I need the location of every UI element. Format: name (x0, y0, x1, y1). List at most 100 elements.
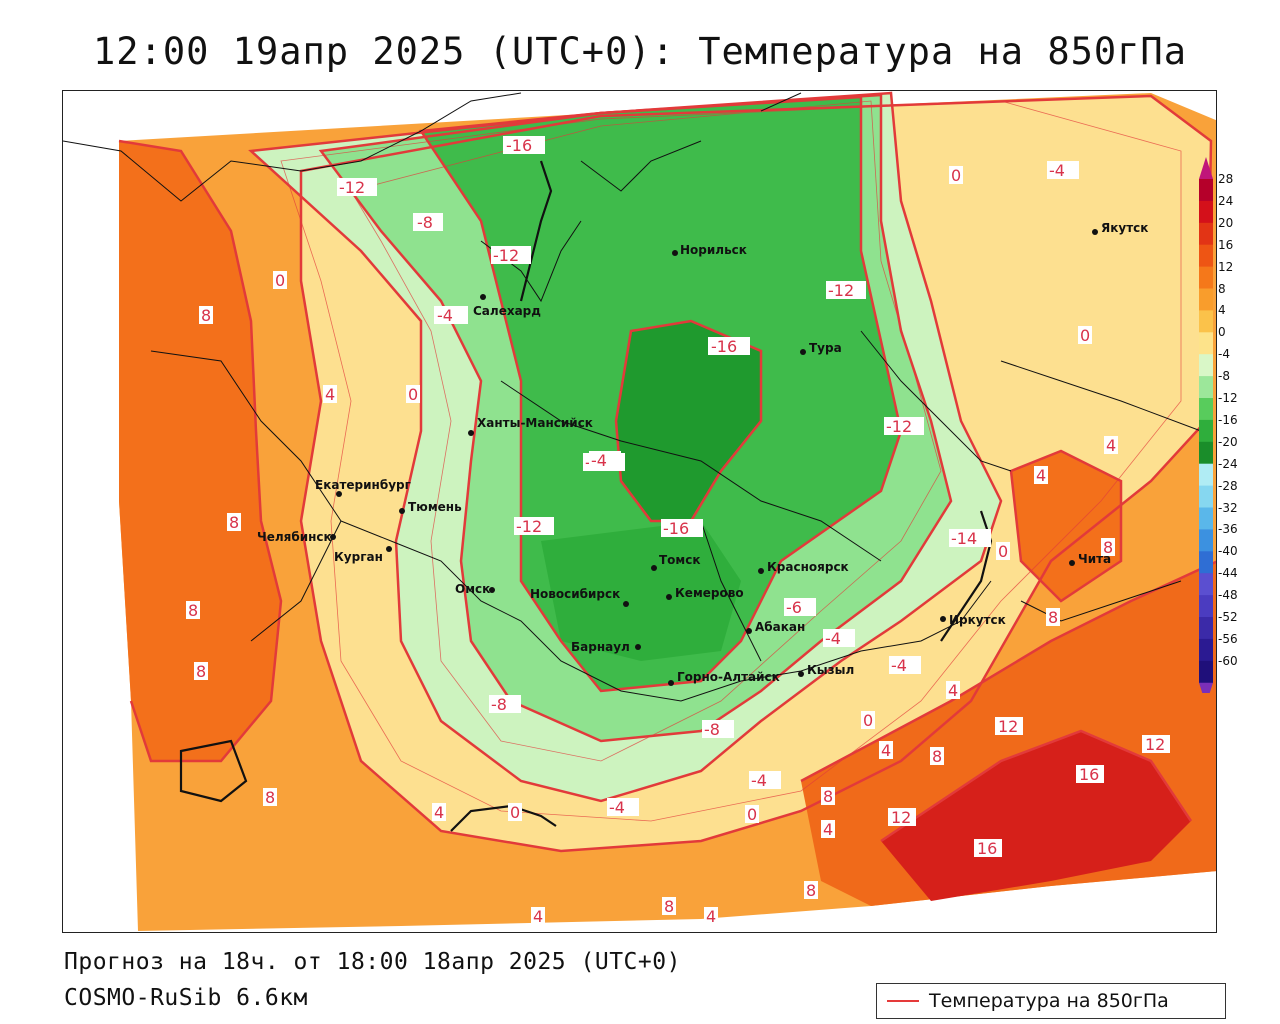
colorbar-tick-label: 16 (1218, 237, 1234, 252)
colorbar-swatch (1199, 376, 1213, 399)
isotherm-label: 4 (432, 803, 446, 822)
isotherm-label: -4 (607, 798, 639, 817)
isotherm-label: -14 (949, 529, 991, 548)
isotherm-label: 8 (662, 897, 676, 916)
colorbar-tick-label: -32 (1218, 500, 1238, 515)
svg-text:0: 0 (998, 542, 1008, 561)
isotherm-label: 0 (273, 271, 287, 290)
colorbar-tick-label: 8 (1218, 281, 1226, 296)
city-label-irkutsk: Иркутск (949, 613, 1006, 627)
city-label-tura: Тура (809, 341, 842, 355)
svg-text:4: 4 (823, 820, 833, 839)
colorbar-tick-label: -36 (1218, 522, 1238, 537)
isotherm-label: -4 (434, 306, 468, 325)
isotherm-label: -4 (1047, 161, 1079, 180)
model-info: COSMO-RuSib 6.6км (64, 985, 308, 1011)
isotherm-label: 16 (1076, 765, 1104, 784)
svg-text:-12: -12 (493, 246, 519, 265)
colorbar-swatch (1199, 485, 1213, 508)
isotherm-label: -12 (491, 246, 531, 265)
colorbar-swatch (1199, 266, 1213, 289)
svg-text:16: 16 (1079, 765, 1099, 784)
svg-text:4: 4 (948, 681, 958, 700)
colorbar-swatch (1199, 310, 1213, 333)
colorbar-tick-label: -52 (1218, 610, 1238, 624)
svg-text:-4: -4 (1049, 161, 1065, 180)
colorbar-top-arrow (1199, 157, 1213, 179)
city-label-tyumen: Тюмень (408, 500, 462, 514)
city-label-barnaul: Барнаул (571, 640, 630, 654)
isotherm-label: -12 (884, 417, 924, 436)
svg-text:8: 8 (932, 747, 942, 766)
isotherm-label: 8 (227, 513, 241, 532)
svg-text:-8: -8 (491, 695, 507, 714)
city-markers: Норильск Салехард Тура Якутск Ханты-Манс… (257, 221, 1148, 686)
temperature-map: Норильск Салехард Тура Якутск Ханты-Манс… (63, 91, 1216, 931)
isotherm-label: -16 (708, 337, 750, 356)
svg-text:16: 16 (977, 839, 997, 858)
svg-text:-16: -16 (506, 136, 532, 155)
svg-text:-16: -16 (663, 519, 689, 538)
isotherm-label: 4 (821, 820, 835, 839)
colorbar-tick-label: -56 (1218, 631, 1238, 646)
svg-text:8: 8 (196, 662, 206, 681)
city-label-tomsk: Томск (659, 553, 701, 567)
svg-text:0: 0 (510, 803, 520, 822)
colorbar-swatch (1199, 200, 1213, 224)
isotherm-label: 4 (1034, 466, 1048, 485)
isotherm-label: -16 (503, 136, 545, 155)
svg-text:8: 8 (664, 897, 674, 916)
colorbar-swatch (1199, 573, 1213, 596)
isotherm-label: 12 (1142, 735, 1170, 754)
city-label-gorno-altaysk: Горно-Алтайск (677, 670, 780, 684)
svg-text:4: 4 (706, 907, 716, 926)
colorbar-tick-label: -44 (1218, 566, 1238, 581)
isotherm-label: 0 (996, 542, 1010, 561)
svg-text:12: 12 (998, 717, 1018, 736)
svg-text:0: 0 (951, 166, 961, 185)
colorbar-swatch (1199, 551, 1213, 574)
isotherm-label: -6 (784, 598, 816, 617)
city-label-yakutsk: Якутск (1101, 221, 1148, 235)
colorbar-swatch (1199, 354, 1213, 377)
isotherm-label: 8 (804, 881, 818, 900)
colorbar-swatch (1199, 222, 1213, 246)
isotherm-label: -4 (823, 629, 855, 648)
map-legend: Температура на 850гПа (876, 983, 1226, 1019)
city-label-khanty-mansiysk: Ханты-Мансийск (477, 416, 593, 430)
isotherm-label: 8 (263, 788, 277, 807)
colorbar-tick-label: 24 (1218, 193, 1234, 208)
isotherm-label: 8 (821, 787, 835, 806)
isotherm-label: -12 (826, 281, 866, 300)
svg-text:12: 12 (1145, 735, 1165, 754)
legend-label: Температура на 850гПа (929, 990, 1169, 1012)
svg-text:-14: -14 (951, 529, 977, 548)
svg-text:0: 0 (1080, 326, 1090, 345)
city-label-kyzyl: Кызыл (807, 663, 854, 677)
svg-text:12: 12 (891, 808, 911, 827)
colorbar-tick-label: -8 (1218, 369, 1230, 384)
map-panel[interactable]: Норильск Салехард Тура Якутск Ханты-Манс… (62, 90, 1217, 933)
city-label-abakan: Абакан (755, 620, 805, 634)
colorbar-swatch (1199, 419, 1213, 443)
colorbar-swatch (1199, 529, 1213, 552)
legend-line-swatch (887, 1000, 919, 1002)
isotherm-label: -8 (702, 720, 734, 739)
svg-text:4: 4 (1036, 466, 1046, 485)
isotherm-label: 8 (930, 747, 944, 766)
city-label-omsk: Омск (455, 582, 490, 596)
region-west-orange (119, 141, 281, 761)
isotherm-value-labels: -16 -12 -8 -12 -4 0 8 4 0 8 8 8 8 -16 -1… (186, 136, 1170, 926)
page-title: 12:00 19апр 2025 (UTC+0): Температура на… (93, 30, 1187, 73)
colorbar-swatch (1199, 463, 1213, 487)
svg-text:8: 8 (806, 881, 816, 900)
svg-text:0: 0 (863, 711, 873, 730)
isotherm-label: 4 (1104, 436, 1118, 455)
isotherm-label: 4 (531, 907, 545, 926)
isotherm-label: 0 (949, 166, 963, 185)
isotherm-label: -12 (337, 178, 377, 197)
city-label-yekaterinburg: Екатеринбург (315, 478, 411, 492)
svg-text:8: 8 (188, 601, 198, 620)
svg-text:-4: -4 (751, 771, 767, 790)
colorbar-tick-label: -48 (1218, 588, 1238, 603)
